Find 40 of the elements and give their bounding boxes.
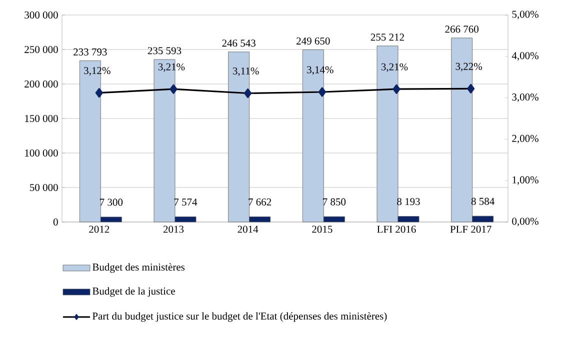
data-label: 7 574 [174, 198, 198, 206]
x-tick-label: LFI 2016 [377, 226, 416, 233]
legend-label: Budget de la justice [92, 287, 175, 297]
data-label: 249 650 [296, 37, 330, 45]
x-tick-label: 2013 [163, 226, 184, 233]
x-tick-label: 2014 [238, 226, 258, 233]
y2-tick-label: 3,00% [512, 94, 538, 102]
y2-tick-label: 0,00% [512, 218, 538, 226]
y2-tick-label: 4,00% [512, 52, 538, 61]
x-tick-label: 2012 [89, 226, 110, 233]
data-label: 255 212 [370, 34, 404, 41]
data-label: 7 662 [248, 198, 272, 206]
data-label: 7 300 [100, 198, 123, 206]
data-label: 3,21% [158, 63, 185, 72]
y-tick-label: 50 000 [30, 184, 58, 192]
data-label: 8 193 [397, 198, 420, 206]
data-label: 235 593 [148, 47, 182, 54]
data-label: 3,12% [84, 67, 110, 76]
y-tick-label: 250 000 [24, 46, 58, 54]
x-tick-label: 2015 [312, 226, 332, 233]
legend-label: Part du budget justice sur le budget de l'Etat (dépenses des ministères) [92, 312, 387, 322]
y-tick-label: 200 000 [24, 80, 58, 88]
y-tick-label: 0 [53, 218, 58, 226]
y-tick-label: 100 000 [25, 149, 58, 157]
data-label: 233 793 [74, 48, 107, 56]
data-label: 3,21% [381, 63, 408, 72]
y2-tick-label: 1,00% [512, 176, 538, 185]
data-label: 266 760 [445, 26, 478, 33]
data-label: 3,11% [232, 67, 259, 76]
data-label: 3,22% [456, 62, 482, 72]
data-label: 246 543 [222, 40, 256, 47]
y-tick-label: 150 000 [25, 114, 58, 122]
y2-tick-label: 5,00% [512, 10, 538, 20]
data-label: 3,14% [307, 66, 334, 75]
y-tick-label: 300 000 [24, 11, 58, 19]
y2-tick-label: 2,00% [512, 134, 538, 144]
data-label: 8 584 [471, 198, 494, 205]
legend-label: Budget des ministères [92, 263, 185, 273]
x-tick-label: PLF 2017 [450, 226, 492, 233]
data-label: 7 850 [323, 198, 346, 206]
